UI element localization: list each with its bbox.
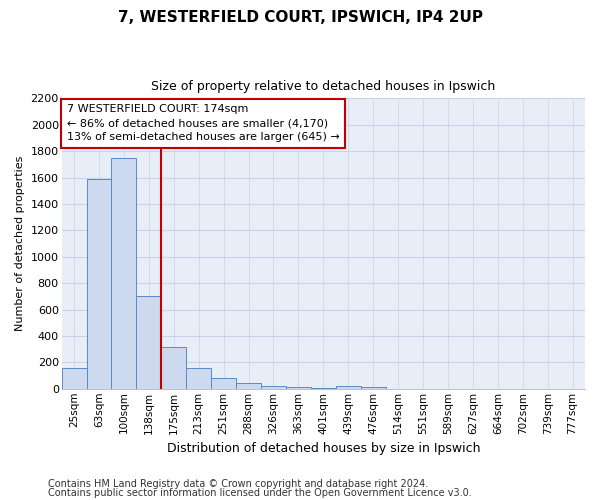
Bar (336, 386, 361, 389)
Bar (112, 158, 136, 389)
Bar (186, 368, 211, 389)
Text: Contains public sector information licensed under the Open Government Licence v3: Contains public sector information licen… (48, 488, 472, 498)
Bar (211, 378, 236, 389)
Bar (62, 368, 86, 389)
Y-axis label: Number of detached properties: Number of detached properties (15, 156, 25, 331)
Text: 7 WESTERFIELD COURT: 174sqm
← 86% of detached houses are smaller (4,170)
13% of : 7 WESTERFIELD COURT: 174sqm ← 86% of det… (67, 104, 340, 142)
Bar (236, 383, 261, 389)
Bar (136, 296, 161, 389)
Bar (286, 387, 311, 389)
Bar (86, 179, 112, 389)
Bar (361, 387, 386, 389)
Bar (311, 388, 336, 389)
Bar (161, 347, 186, 389)
Text: 7, WESTERFIELD COURT, IPSWICH, IP4 2UP: 7, WESTERFIELD COURT, IPSWICH, IP4 2UP (118, 10, 482, 25)
Text: Contains HM Land Registry data © Crown copyright and database right 2024.: Contains HM Land Registry data © Crown c… (48, 479, 428, 489)
Bar (261, 386, 286, 389)
X-axis label: Distribution of detached houses by size in Ipswich: Distribution of detached houses by size … (167, 442, 480, 455)
Title: Size of property relative to detached houses in Ipswich: Size of property relative to detached ho… (151, 80, 496, 93)
